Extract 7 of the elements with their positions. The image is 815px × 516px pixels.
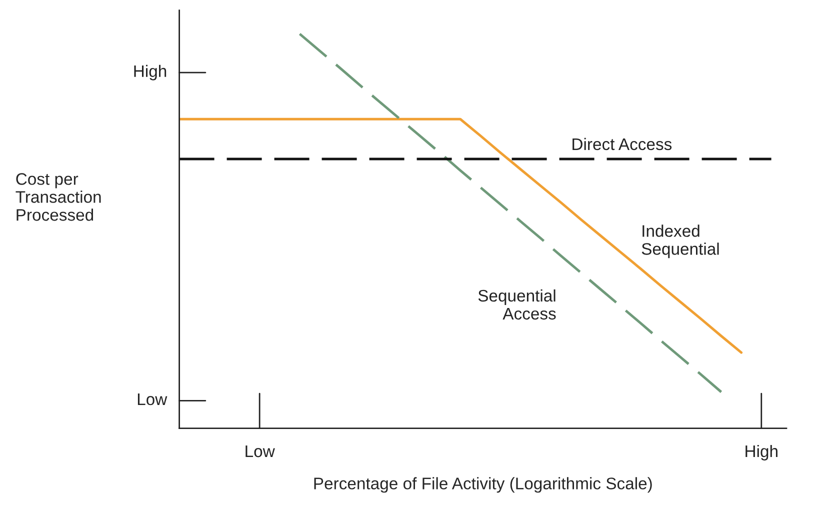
ref-line-label: Direct Access <box>572 138 672 150</box>
text: High <box>134 64 166 80</box>
y-axis-title: Cost per Transaction Processed <box>16 173 101 221</box>
text: Low <box>138 394 168 406</box>
series-label: Indexed Sequential <box>642 224 719 258</box>
series-label: Sequential Access <box>478 289 556 320</box>
x-axis-title: Percentage of File Activity (Logarithmic Scale) <box>314 477 652 493</box>
